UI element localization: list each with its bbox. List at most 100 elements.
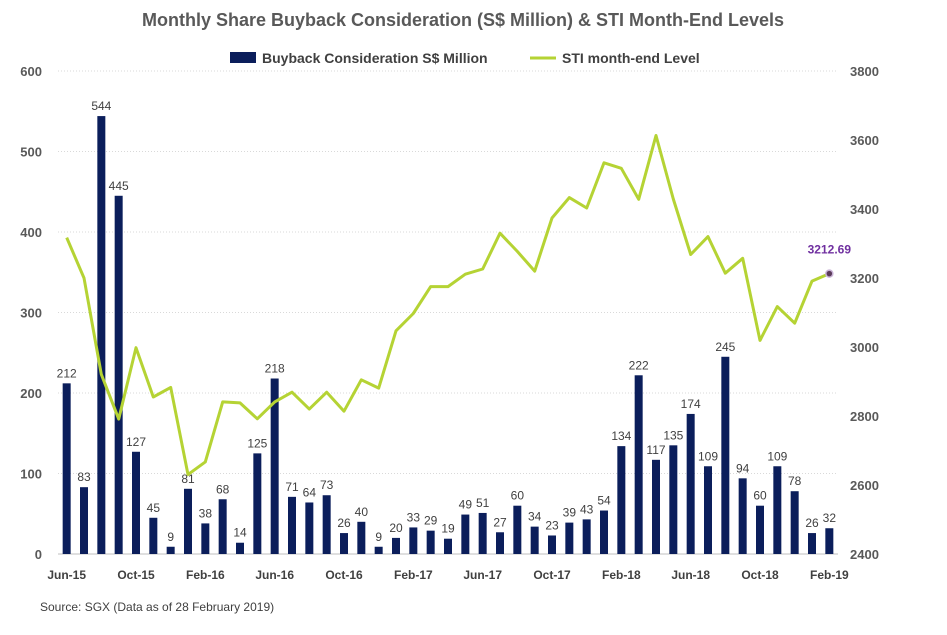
sti-line-series: 3212.69 (65, 134, 852, 477)
bar-value-label: 49 (459, 498, 473, 512)
bar-value-label: 544 (91, 99, 111, 113)
bar (132, 451, 140, 554)
bar (704, 466, 712, 554)
right-tick-label: 3200 (850, 271, 879, 286)
right-tick-label: 3800 (850, 64, 879, 79)
bar (62, 383, 71, 554)
bar-value-label: 51 (476, 496, 490, 510)
bar (184, 488, 192, 554)
x-tick-label: Oct-17 (533, 568, 571, 582)
bar (790, 491, 799, 554)
bar-value-label: 218 (265, 362, 285, 376)
right-y-axis: 2400 2600 2800 3000 3200 3400 3600 3800 (850, 64, 879, 562)
bar (530, 526, 539, 554)
bar (201, 523, 210, 554)
bar (617, 446, 626, 554)
bar (461, 514, 470, 554)
bar-value-label: 29 (424, 514, 438, 528)
bar (565, 522, 574, 554)
bar (548, 535, 556, 554)
bar-value-label: 34 (528, 510, 542, 524)
bar-value-label: 222 (629, 358, 649, 372)
bar (478, 512, 487, 554)
legend: Buyback Consideration S$ Million STI mon… (230, 50, 700, 66)
legend-swatch-buyback (230, 52, 256, 63)
right-tick-label: 3000 (850, 340, 879, 355)
bar-value-label: 27 (493, 515, 507, 529)
bar-value-label: 68 (216, 482, 230, 496)
bar (773, 466, 782, 554)
x-tick-label: Oct-15 (117, 568, 155, 582)
bar-value-label: 26 (805, 516, 819, 530)
source-note: Source: SGX (Data as of 28 February 2019… (40, 600, 274, 614)
bar (166, 546, 175, 554)
bar (652, 459, 660, 554)
right-tick-label: 2800 (850, 409, 879, 424)
right-tick-label: 2400 (850, 547, 879, 562)
bar-value-label: 19 (441, 522, 455, 536)
bar (218, 499, 227, 554)
sti-end-label: 3212.69 (808, 243, 852, 257)
bar-value-label: 33 (407, 510, 421, 524)
x-tick-label: Oct-16 (325, 568, 363, 582)
bar (444, 538, 452, 554)
x-tick-label: Jun-18 (671, 568, 710, 582)
bar (80, 487, 88, 554)
bar (600, 510, 608, 554)
bar (409, 527, 418, 554)
bar-value-label: 94 (736, 461, 750, 475)
bar (253, 453, 262, 554)
bar-value-label: 135 (663, 428, 683, 442)
bar-value-label: 117 (646, 443, 665, 457)
left-tick-label: 600 (20, 64, 42, 79)
bar-value-label: 212 (57, 366, 77, 380)
bar-value-label: 64 (303, 485, 317, 499)
gridlines (58, 70, 838, 555)
x-tick-label: Oct-18 (741, 568, 779, 582)
bar-value-label: 20 (389, 521, 403, 535)
x-tick-label: Feb-16 (186, 568, 225, 582)
bar-value-label: 109 (767, 449, 787, 463)
buyback-bars (62, 116, 834, 554)
bar-value-label: 445 (109, 179, 129, 193)
bar-value-label: 39 (563, 506, 577, 520)
sti-line (65, 134, 830, 477)
bar-value-label: 174 (681, 397, 701, 411)
bar (808, 533, 816, 554)
left-tick-label: 0 (35, 547, 42, 562)
left-tick-label: 400 (20, 225, 42, 240)
bar (149, 517, 158, 554)
bar (236, 542, 244, 554)
bar (357, 521, 366, 554)
bar (426, 530, 435, 554)
bar (496, 532, 504, 554)
bar (634, 375, 643, 554)
chart-title: Monthly Share Buyback Consideration (S$ … (142, 10, 784, 30)
bar-value-label: 109 (698, 449, 718, 463)
legend-label-sti: STI month-end Level (562, 50, 700, 66)
bar-value-label: 245 (715, 340, 735, 354)
bar (340, 533, 348, 554)
bar-value-label: 40 (355, 505, 369, 519)
bar-value-label: 32 (823, 511, 837, 525)
bar-value-label: 26 (337, 516, 351, 530)
bar (322, 495, 331, 554)
bar (738, 478, 747, 554)
bar-value-label: 14 (233, 526, 247, 540)
left-tick-label: 300 (20, 306, 42, 321)
bar-value-label: 78 (788, 474, 802, 488)
bar (114, 195, 123, 554)
bar-value-label: 9 (167, 530, 174, 544)
left-tick-label: 200 (20, 386, 42, 401)
bar (582, 519, 591, 554)
bar (721, 356, 730, 554)
bar (756, 505, 764, 554)
bar-value-label: 23 (545, 518, 559, 532)
right-tick-label: 3400 (850, 202, 879, 217)
x-tick-label: Feb-19 (810, 568, 849, 582)
x-tick-label: Jun-16 (255, 568, 294, 582)
x-axis: Jun-15 Oct-15 Feb-16 Jun-16 Oct-16 Feb-17 Jun-… (47, 568, 849, 582)
x-tick-label: Jun-17 (463, 568, 502, 582)
